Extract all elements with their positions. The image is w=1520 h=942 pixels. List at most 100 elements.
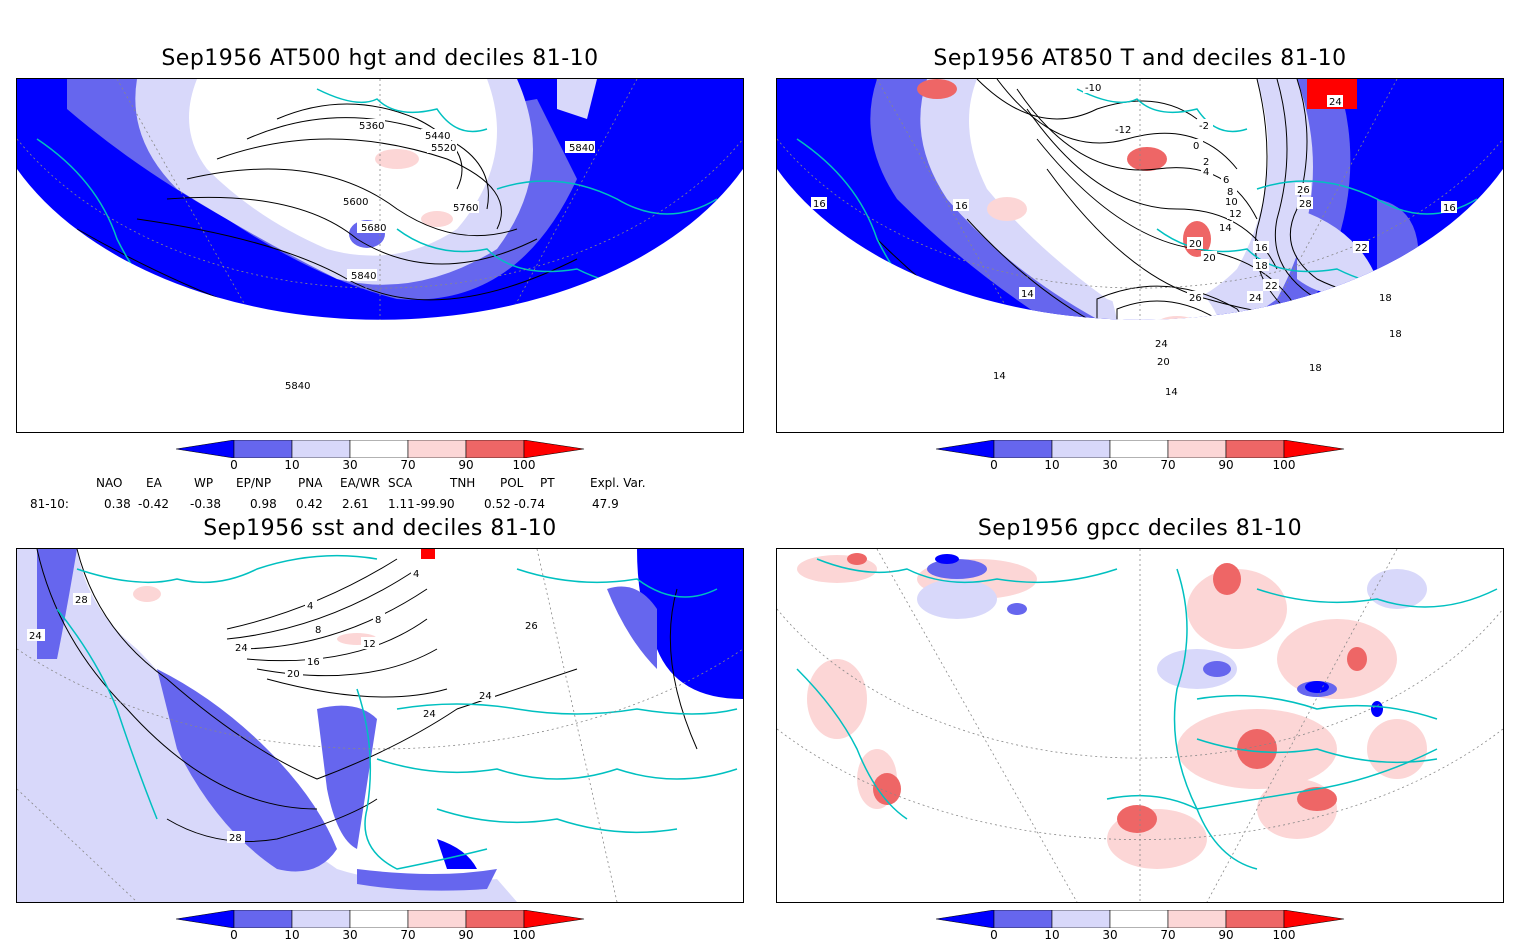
- svg-text:14: 14: [1021, 289, 1034, 300]
- contour-label: 2: [1201, 155, 1213, 168]
- svg-text:14: 14: [1219, 223, 1232, 234]
- svg-text:-10: -10: [1085, 83, 1101, 94]
- svg-text:-12: -12: [1115, 125, 1131, 136]
- contour-label: 18: [1377, 291, 1393, 304]
- svg-text:4: 4: [307, 601, 313, 612]
- contour-label: 0: [1191, 139, 1203, 152]
- svg-text:16: 16: [307, 657, 320, 668]
- colorbar-tick: 70: [1160, 458, 1176, 472]
- colorbar-tick: 10: [284, 458, 300, 472]
- index-value: 1.11: [388, 497, 415, 511]
- indices-header-row: NAO EA WP EP/NP PNA EA/WR SCA TNH POL PT…: [0, 476, 760, 492]
- svg-text:0: 0: [1193, 141, 1199, 152]
- svg-text:24: 24: [1249, 293, 1262, 304]
- svg-text:5680: 5680: [361, 223, 386, 234]
- index-value: -0.42: [138, 497, 170, 511]
- contour-label: 20: [1201, 251, 1217, 264]
- contour-label: 24: [1153, 337, 1169, 350]
- svg-text:12: 12: [363, 639, 376, 650]
- index-header: PNA: [298, 476, 323, 490]
- svg-text:28: 28: [229, 833, 242, 844]
- svg-text:8: 8: [315, 625, 321, 636]
- contour-label: -10: [1083, 81, 1103, 94]
- svg-text:24: 24: [479, 691, 492, 702]
- contour-label: 5680: [357, 221, 387, 234]
- contour-label: 24: [421, 707, 439, 720]
- svg-text:20: 20: [1203, 253, 1216, 264]
- index-value: 0.52: [484, 497, 511, 511]
- colorbar-tick: 30: [342, 458, 358, 472]
- colorbar-tick: 0: [990, 458, 998, 472]
- svg-text:24: 24: [1329, 97, 1342, 108]
- svg-text:5840: 5840: [285, 381, 310, 392]
- svg-text:2: 2: [1203, 157, 1209, 168]
- index-header: Expl. Var.: [590, 476, 646, 490]
- index-header: TNH: [450, 476, 476, 490]
- contour-label: -12: [1113, 123, 1133, 136]
- contour-label: 5520: [427, 141, 457, 154]
- contour-label: 28: [1297, 197, 1313, 210]
- colorbar-tick: 30: [1102, 928, 1118, 942]
- contour-label: 14: [1019, 287, 1035, 300]
- colorbar-tick: 100: [1272, 458, 1296, 472]
- panel2-colorbar: 0 10 30 70 90 100: [935, 439, 1346, 474]
- colorbar-tick: 10: [1044, 458, 1060, 472]
- panel1-title: Sep1956 AT500 hgt and deciles 81-10: [161, 46, 599, 71]
- svg-text:16: 16: [813, 199, 826, 210]
- svg-text:16: 16: [955, 201, 968, 212]
- svg-text:16: 16: [1443, 203, 1456, 214]
- contour-label: 20: [1155, 355, 1171, 368]
- index-value: 0.42: [296, 497, 323, 511]
- svg-text:5760: 5760: [453, 203, 478, 214]
- contour-label: 24: [233, 641, 251, 654]
- svg-text:5600: 5600: [343, 197, 368, 208]
- svg-text:5360: 5360: [359, 121, 384, 132]
- svg-text:20: 20: [1189, 239, 1202, 250]
- contour-label: 20: [285, 667, 303, 680]
- contour-label: 10: [1223, 195, 1239, 208]
- panel3-map: 4 4 8 8 12 16 20 24 24 24 24 26 28 28: [16, 548, 744, 903]
- panel1-map: 5360 5440 5520 5600 5680 5760 5840 5840 …: [16, 78, 744, 433]
- contour-label: -2: [1197, 119, 1213, 132]
- contour-label: 16: [1253, 241, 1269, 254]
- index-value: 0.98: [250, 497, 277, 511]
- contour-label: 24: [1247, 291, 1263, 304]
- svg-text:26: 26: [1297, 185, 1310, 196]
- index-value: -99.90: [416, 497, 455, 511]
- colorbar-tick: 70: [400, 458, 416, 472]
- index-header: EA/WR: [340, 476, 381, 490]
- colorbar-tick: 100: [512, 458, 536, 472]
- svg-text:22: 22: [1265, 281, 1278, 292]
- contour-label: 26: [523, 619, 541, 632]
- contour-label: 20: [1187, 237, 1203, 250]
- contour-label: 5360: [355, 119, 385, 132]
- svg-text:18: 18: [1389, 329, 1402, 340]
- colorbar-tick: 70: [1160, 928, 1176, 942]
- contour-label: 8: [1225, 185, 1237, 198]
- contour-label: 18: [1307, 361, 1323, 374]
- colorbar-tick: 90: [458, 928, 474, 942]
- svg-text:26: 26: [525, 621, 538, 632]
- contour-label: 5840: [347, 269, 377, 282]
- colorbar-tick: 30: [1102, 458, 1118, 472]
- contour-label: 5840: [565, 141, 595, 154]
- svg-text:28: 28: [1299, 199, 1312, 210]
- index-header: WP: [194, 476, 214, 490]
- contour-label: 14: [1217, 221, 1233, 234]
- index-value: 47.9: [592, 497, 619, 511]
- panel2-title: Sep1956 AT850 T and deciles 81-10: [933, 46, 1347, 71]
- contour-label: 16: [305, 655, 323, 668]
- index-header: SCA: [388, 476, 413, 490]
- svg-text:24: 24: [1155, 339, 1168, 350]
- svg-text:5840: 5840: [569, 143, 594, 154]
- contour-label: 18: [1253, 259, 1269, 272]
- contour-label: 8: [373, 613, 385, 626]
- svg-text:6: 6: [1223, 175, 1229, 186]
- index-header: EP/NP: [236, 476, 272, 490]
- svg-text:24: 24: [29, 631, 42, 642]
- contour-label: 14: [991, 369, 1007, 382]
- svg-text:5440: 5440: [425, 131, 450, 142]
- svg-text:8: 8: [1227, 187, 1233, 198]
- contour-label: 24: [1327, 95, 1343, 108]
- colorbar-tick: 100: [512, 928, 536, 942]
